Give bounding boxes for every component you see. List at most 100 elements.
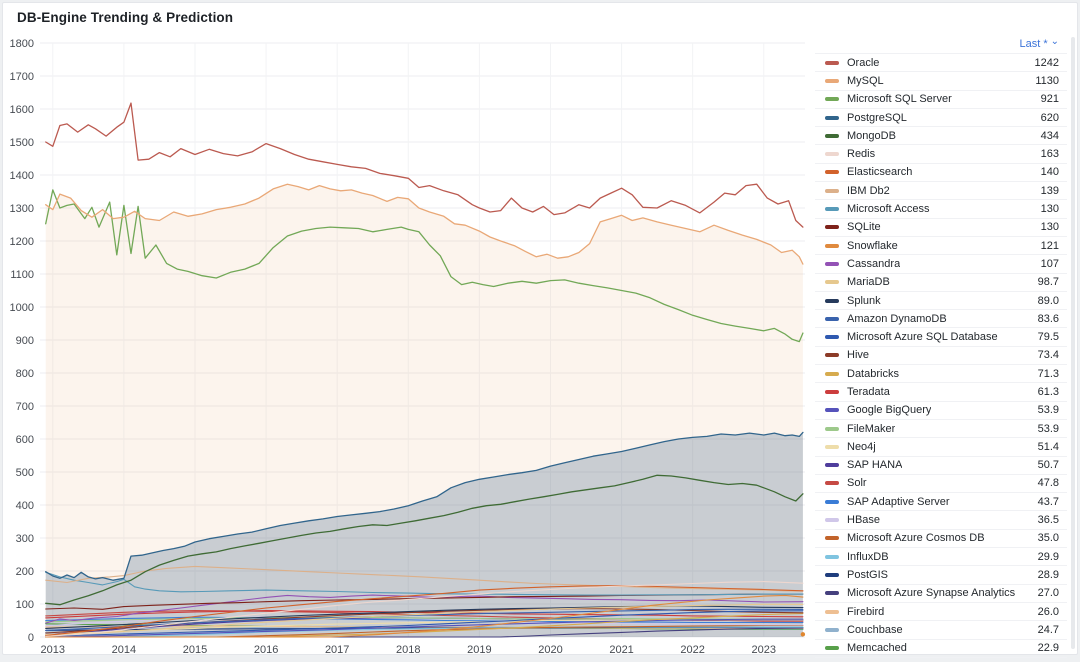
legend-row[interactable]: Splunk 89.0 <box>815 290 1067 309</box>
series-last-value: 434 <box>1040 129 1059 142</box>
legend-row[interactable]: Databricks 71.3 <box>815 364 1067 382</box>
series-last-value: 921 <box>1040 93 1059 106</box>
series-last-value: 24.7 <box>1037 623 1059 636</box>
series-line-mariadb <box>45 603 804 637</box>
chevron-down-icon: ⌄ <box>1050 36 1059 47</box>
series-last-value: 43.7 <box>1037 495 1059 508</box>
series-line-influxdb <box>45 626 804 638</box>
legend-row[interactable]: Oracle 1242 <box>815 53 1067 71</box>
y-axis-label: 600 <box>16 434 34 446</box>
series-color-swatch <box>825 261 839 266</box>
legend-row[interactable]: Microsoft Azure Cosmos DB 35.0 <box>815 528 1067 547</box>
series-color-swatch <box>825 133 839 138</box>
legend-row[interactable]: IBM Db2 139 <box>815 181 1067 199</box>
legend-row[interactable]: Snowflake 121 <box>815 235 1067 254</box>
series-last-value: 98.7 <box>1037 276 1059 289</box>
legend-row[interactable]: Redis 163 <box>815 144 1067 162</box>
series-last-value: 89.0 <box>1037 294 1059 307</box>
series-color-swatch <box>825 371 839 376</box>
legend-row[interactable]: SQLite 130 <box>815 217 1067 236</box>
series-last-value: 47.8 <box>1037 477 1059 490</box>
trend-chart[interactable]: 0 100 200 300 400 500 600 700 800 900 1000 1100 1200… <box>3 3 813 653</box>
legend-row[interactable]: Firebird 26.0 <box>815 601 1067 620</box>
legend-row[interactable]: Neo4j 51.4 <box>815 437 1067 455</box>
legend-row[interactable]: Couchbase 24.7 <box>815 620 1067 638</box>
legend-row[interactable]: PostgreSQL 620 <box>815 107 1067 126</box>
series-last-value: 71.3 <box>1037 367 1059 380</box>
legend-row[interactable]: MongoDB 434 <box>815 126 1067 144</box>
series-color-swatch <box>825 97 839 102</box>
legend-row[interactable]: Microsoft Azure Synapse Analytics 27.0 <box>815 583 1067 602</box>
series-line-databricks <box>45 612 804 638</box>
y-axis-label: 1500 <box>10 137 34 149</box>
series-name: MongoDB <box>847 129 896 142</box>
series-name: SQLite <box>847 221 881 234</box>
legend-row[interactable]: Hive 73.4 <box>815 345 1067 364</box>
series-name: Microsoft Access <box>847 203 930 216</box>
legend-row[interactable]: FileMaker 53.9 <box>815 418 1067 437</box>
series-last-value: 28.9 <box>1037 568 1059 581</box>
series-last-value: 22.9 <box>1037 642 1059 655</box>
series-color-swatch <box>825 408 839 413</box>
legend-row[interactable]: Elasticsearch 140 <box>815 162 1067 181</box>
legend-row[interactable]: InfluxDB 29.9 <box>815 547 1067 565</box>
series-color-swatch <box>825 444 839 449</box>
series-line-cassandra <box>45 594 804 624</box>
legend-row[interactable]: Solr 47.8 <box>815 473 1067 492</box>
series-line-microsoft-azure-synapse-analytics <box>45 627 804 638</box>
series-line-microsoft-sql-server <box>45 189 804 343</box>
legend-row[interactable]: Microsoft SQL Server 921 <box>815 89 1067 108</box>
legend-sort-label: Last * <box>1019 38 1048 50</box>
legend-scrollbar[interactable] <box>1071 37 1075 649</box>
series-last-value: 130 <box>1040 203 1059 216</box>
panel-title[interactable]: DB-Engine Trending & Prediction <box>17 10 234 25</box>
legend-row[interactable]: Teradata 61.3 <box>815 382 1067 400</box>
y-axis-label: 1300 <box>10 203 34 215</box>
series-color-swatch <box>825 463 839 468</box>
series-color-swatch <box>825 353 839 358</box>
series-color-swatch <box>825 225 839 230</box>
x-axis-label: 2021 <box>609 644 633 653</box>
series-name: Databricks <box>847 367 899 380</box>
legend-row[interactable]: Cassandra 107 <box>815 254 1067 272</box>
series-line-snowflake <box>45 594 804 638</box>
x-axis-label: 2018 <box>396 644 420 653</box>
legend-row[interactable]: Amazon DynamoDB 83.6 <box>815 309 1067 327</box>
y-axis-label: 800 <box>16 368 34 380</box>
series-color-swatch <box>825 627 839 632</box>
y-axis-label: 1200 <box>10 236 34 248</box>
legend-row[interactable]: MySQL 1130 <box>815 71 1067 89</box>
legend-row[interactable]: Google BigQuery 53.9 <box>815 400 1067 419</box>
legend-row[interactable]: Memcached 22.9 <box>815 638 1067 658</box>
series-name: Cassandra <box>847 257 901 270</box>
legend-row[interactable]: HBase 36.5 <box>815 510 1067 528</box>
series-color-swatch <box>825 646 839 651</box>
y-axis-label: 1400 <box>10 170 34 182</box>
legend-row[interactable]: SAP HANA 50.7 <box>815 455 1067 474</box>
series-name: Teradata <box>847 385 890 398</box>
legend-row[interactable]: Microsoft Access 130 <box>815 199 1067 217</box>
legend-row[interactable]: SAP Adaptive Server 43.7 <box>815 492 1067 510</box>
series-last-value: 163 <box>1040 148 1059 161</box>
series-area-mysql <box>45 184 803 637</box>
legend-row[interactable]: Microsoft Azure SQL Database 79.5 <box>815 327 1067 345</box>
series-name: PostgreSQL <box>847 111 907 124</box>
series-last-value: 1130 <box>1035 74 1059 87</box>
legend-row[interactable]: PostGIS 28.9 <box>815 565 1067 583</box>
series-color-swatch <box>825 60 839 65</box>
series-color-swatch <box>825 499 839 504</box>
series-name: Oracle <box>847 56 880 69</box>
y-axis-label: 300 <box>16 533 34 545</box>
legend-row[interactable]: MariaDB 98.7 <box>815 272 1067 291</box>
series-line-mysql <box>45 183 804 265</box>
series-last-value: 53.9 <box>1037 422 1059 435</box>
series-name: HBase <box>847 514 881 527</box>
series-last-value: 51.4 <box>1037 440 1059 453</box>
series-line-elasticsearch <box>45 584 804 636</box>
legend-sort-header[interactable]: Last * ⌄ <box>815 35 1067 53</box>
series-last-value: 121 <box>1040 239 1059 252</box>
series-last-value: 50.7 <box>1037 459 1059 472</box>
y-axis-label: 1100 <box>10 269 34 281</box>
x-axis-label: 2022 <box>680 644 704 653</box>
